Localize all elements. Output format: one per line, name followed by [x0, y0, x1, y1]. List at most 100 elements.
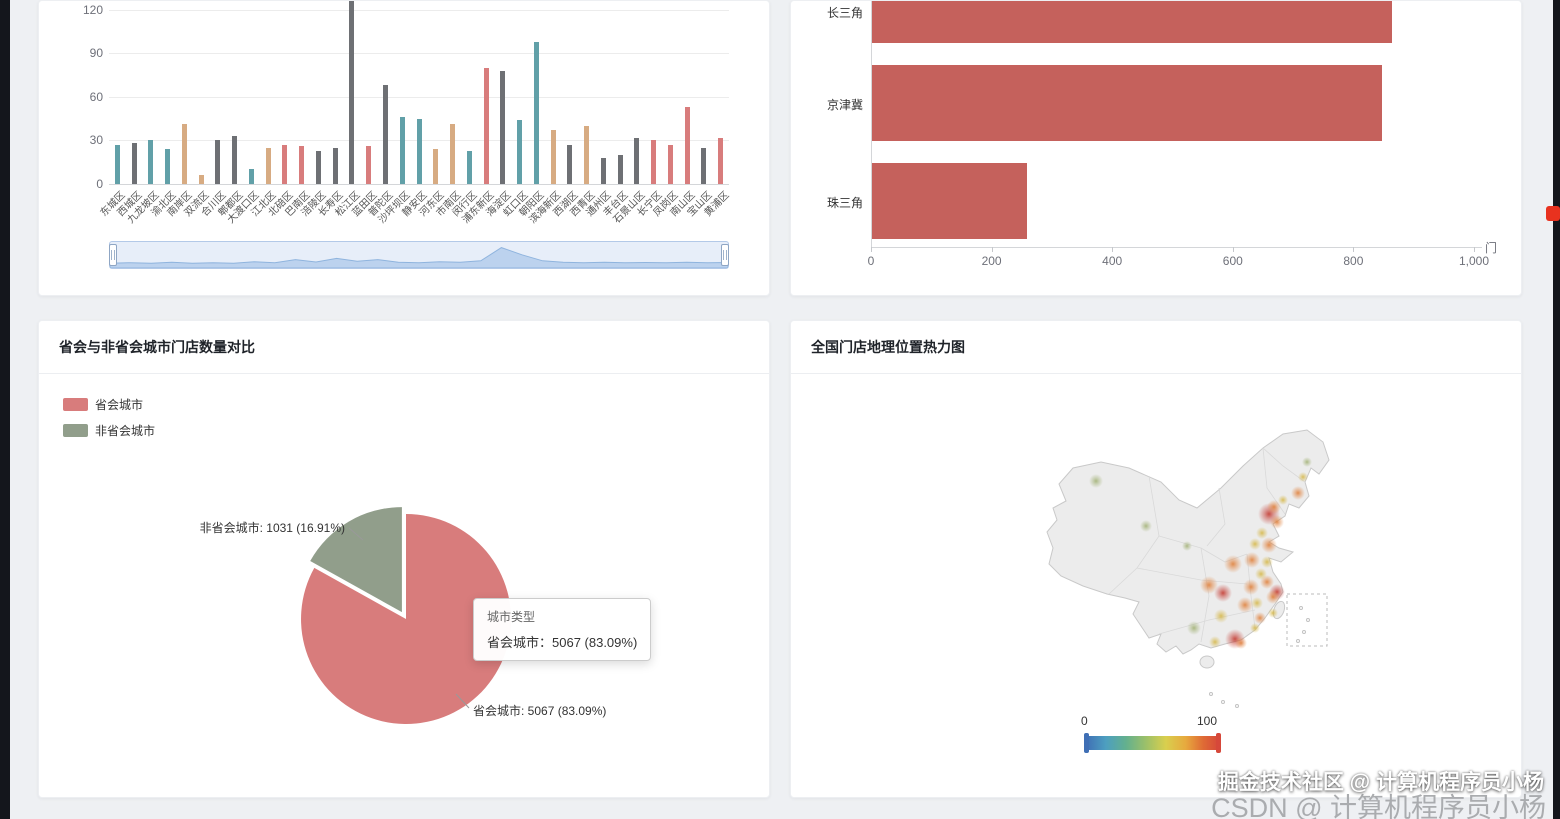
bar-浦东新区[interactable] [483, 67, 489, 184]
bar-通州区[interactable] [600, 157, 606, 184]
bar-沙坪坝区[interactable] [399, 117, 405, 184]
bar-大渡口区[interactable] [248, 169, 254, 184]
pie-label-省会城市: 省会城市: 5067 (83.09%) [473, 703, 606, 718]
gridline [109, 53, 729, 55]
y-tick-label: 120 [82, 2, 103, 17]
y-tick-label: 30 [89, 133, 103, 148]
panel-title-heatmap: 全国门店地理位置热力图 [791, 321, 1521, 374]
x-tick-label: 600 [1222, 254, 1243, 268]
bar-闵行区[interactable] [466, 150, 472, 184]
bar-九龙坡区[interactable] [148, 140, 154, 184]
bar-北碚区[interactable] [282, 144, 288, 184]
bar-东城区[interactable] [114, 144, 120, 184]
pie-label-非省会城市: 非省会城市: 1031 (16.91%) [200, 520, 345, 535]
bar-巴南区[interactable] [299, 146, 305, 184]
heat-point [1214, 584, 1232, 602]
heat-point [1089, 474, 1103, 488]
region-hbar-chart[interactable]: 门 0 200 400 600 800 1,000 长三角 京津冀 珠三角 [791, 1, 1521, 295]
x-tick-label: 200 [981, 254, 1002, 268]
bar-朝阳区[interactable] [533, 41, 539, 184]
bar-长寿区[interactable] [332, 147, 338, 184]
heat-point [1251, 597, 1263, 609]
bar-西青区[interactable] [584, 125, 590, 184]
bar-蓝田区[interactable] [366, 146, 372, 184]
heat-point [1261, 556, 1273, 568]
bar-海淀区[interactable] [500, 70, 506, 184]
bar-静安区[interactable] [416, 118, 422, 184]
visualmap-min-handle[interactable] [1084, 733, 1089, 753]
heat-point [1261, 537, 1277, 553]
bar-石景山区[interactable] [634, 137, 640, 184]
heat-point [1298, 472, 1308, 482]
bar-长三角[interactable] [872, 1, 1392, 43]
bar-凤岗区[interactable] [667, 144, 673, 184]
heat-point [1244, 552, 1260, 568]
bar-市南区[interactable] [450, 124, 455, 184]
x-tick [871, 247, 872, 252]
legend-item-省会城市[interactable]: 省会城市 [63, 396, 155, 413]
bar-宝山区[interactable] [701, 147, 707, 184]
gridline [109, 9, 729, 11]
bar-京津冀[interactable] [872, 65, 1383, 141]
visualmap-max-label: 100 [1197, 714, 1218, 728]
x-tick-label: 0 [867, 254, 875, 268]
bar-渝北区[interactable] [165, 149, 171, 184]
bar-合川区[interactable] [215, 140, 221, 184]
hainan-island [1199, 655, 1215, 669]
pie-chart-area: 省会城市非省会城市 省会城市: 5067 (83.09%) 非省会城市: 1031… [39, 374, 770, 798]
bar-江北区[interactable] [265, 147, 271, 184]
x-axis-line [871, 247, 1482, 248]
china-map[interactable] [1011, 396, 1351, 716]
legend-item-非省会城市[interactable]: 非省会城市 [63, 422, 155, 439]
bar-南山区[interactable] [684, 106, 690, 184]
visualmap-gradient-bar[interactable] [1084, 733, 1221, 753]
bar-河东区[interactable] [433, 149, 439, 184]
x-tick [1353, 247, 1355, 252]
heatmap-panel: 全国门店地理位置热力图 [790, 320, 1522, 798]
pie-slice-非省会城市[interactable] [310, 507, 402, 613]
bar-西城区[interactable] [131, 143, 137, 184]
heat-point [1249, 538, 1261, 550]
right-edge-strip [1553, 0, 1560, 819]
x-tick-label: 800 [1343, 254, 1364, 268]
bar-郫都区[interactable] [232, 136, 238, 184]
legend-label: 省会城市 [95, 398, 144, 412]
bar-长宁区[interactable] [651, 140, 657, 184]
x-tick-label: 400 [1102, 254, 1123, 268]
bar-黄浦区[interactable] [718, 137, 724, 184]
datazoom-right-handle[interactable] [721, 244, 729, 266]
bar-西湖区[interactable] [567, 144, 573, 184]
datazoom-slider[interactable] [109, 241, 729, 269]
datazoom-left-handle[interactable] [109, 244, 117, 266]
bar-虹口区[interactable] [517, 120, 523, 184]
heat-point [1266, 590, 1280, 604]
heat-point [1291, 486, 1305, 500]
x-tick [1232, 247, 1234, 252]
gridline [109, 184, 729, 185]
pie-chart[interactable]: 省会城市: 5067 (83.09%) 非省会城市: 1031 (16.91%) [39, 374, 770, 798]
bar-双流区[interactable] [198, 175, 204, 184]
x-tick [1474, 247, 1475, 252]
legend-label: 非省会城市 [95, 424, 156, 438]
category-label-京津冀: 京津冀 [826, 98, 863, 112]
pie-legend: 省会城市 非省会城市 [63, 396, 155, 439]
x-tick [1112, 247, 1114, 252]
bar-南岸区[interactable] [181, 124, 187, 184]
tooltip-value: 省会城市：5067 (83.09%) [487, 635, 638, 650]
bar-珠三角[interactable] [872, 163, 1027, 239]
bar-松江区[interactable] [349, 1, 355, 184]
pie-slice-省会城市[interactable] [301, 514, 512, 724]
heat-point [1182, 541, 1192, 551]
pie-label-line [348, 527, 364, 541]
bar-涪陵区[interactable] [315, 150, 321, 184]
sea-islands-dots [1209, 606, 1310, 708]
district-bar-chart[interactable] [109, 1, 729, 185]
bar-滨海新区[interactable] [550, 130, 556, 184]
visualmap-max-handle[interactable] [1216, 733, 1221, 753]
heat-point [1255, 568, 1267, 580]
bar-普陀区[interactable] [382, 85, 388, 184]
heat-point [1200, 576, 1218, 594]
heat-point [1243, 579, 1259, 595]
bar-丰台区[interactable] [617, 154, 623, 184]
